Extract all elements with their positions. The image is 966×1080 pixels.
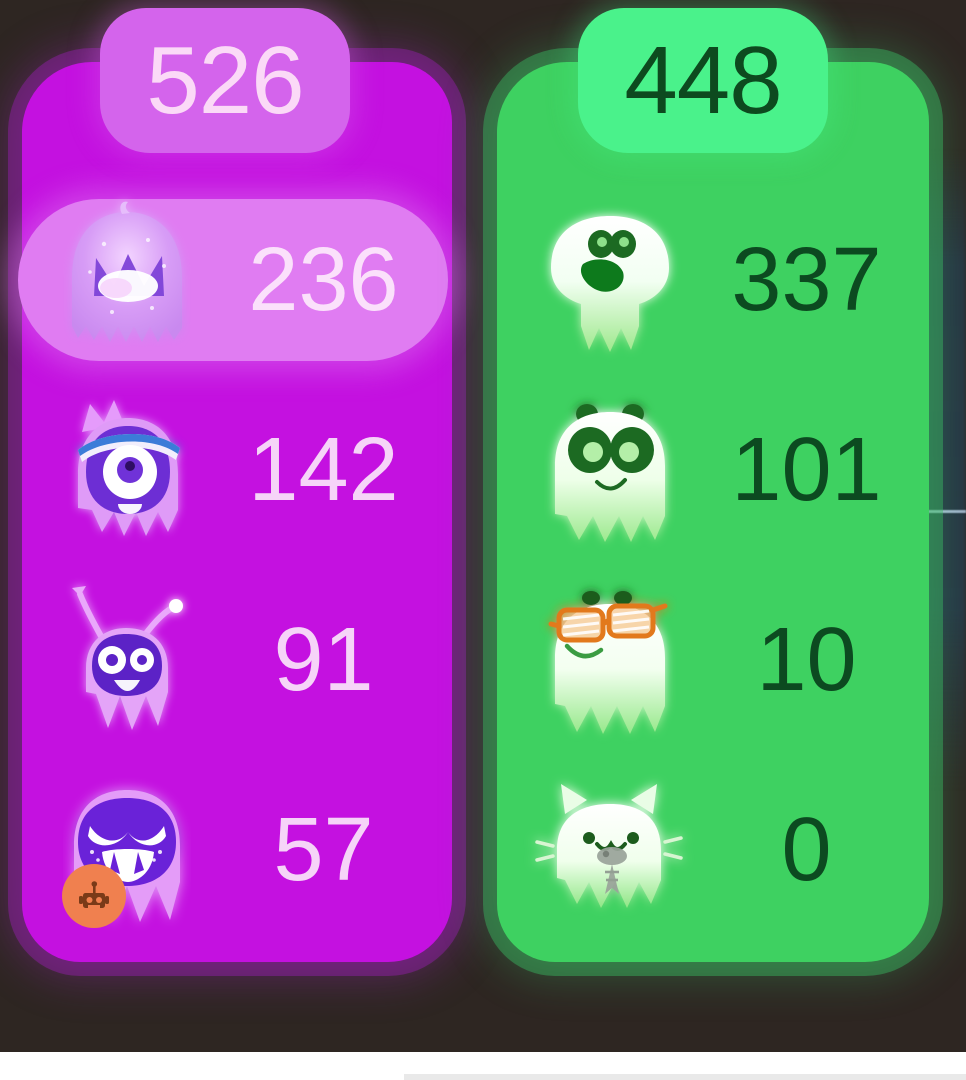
bottom-gray-strip (404, 1074, 966, 1080)
team-total-score-green: 448 (578, 8, 828, 153)
player-score: 337 (731, 230, 882, 330)
team-total-score-purple: 526 (100, 8, 350, 153)
grinning-ghost-avatar (52, 770, 202, 930)
player-row[interactable]: 142 (0, 375, 483, 565)
player-row[interactable]: 57 (0, 755, 483, 945)
team-panel-green[interactable]: 448 (483, 0, 966, 1000)
cat-ghost-avatar (535, 770, 685, 930)
cyclops-ghost-avatar (52, 390, 202, 550)
player-score: 236 (248, 230, 399, 330)
player-list-purple: 236 (0, 185, 483, 945)
player-row[interactable]: 91 (0, 565, 483, 755)
player-score: 10 (756, 610, 857, 710)
team-panel-purple[interactable]: 526 (0, 0, 483, 1000)
player-list-green: 337 (483, 185, 966, 945)
fuzzy-ghost-avatar (52, 200, 202, 360)
bot-badge (62, 864, 126, 928)
panda-ghost-avatar (535, 390, 685, 550)
player-score: 101 (731, 420, 882, 520)
antenna-ghost-avatar (52, 580, 202, 740)
player-row[interactable]: 337 (483, 185, 966, 375)
player-score: 91 (273, 610, 374, 710)
robot-icon (79, 881, 109, 909)
open-mouth-ghost-avatar (535, 200, 685, 360)
player-row[interactable]: 101 (483, 375, 966, 565)
player-score: 57 (273, 800, 374, 900)
player-row[interactable]: 0 (483, 755, 966, 945)
sunglasses-ghost-avatar (535, 580, 685, 740)
player-row[interactable]: 236 (0, 185, 483, 375)
scoreboard-stage: 526 (0, 0, 966, 1052)
player-score: 0 (781, 800, 832, 900)
player-row[interactable]: 10 (483, 565, 966, 755)
player-score: 142 (248, 420, 399, 520)
